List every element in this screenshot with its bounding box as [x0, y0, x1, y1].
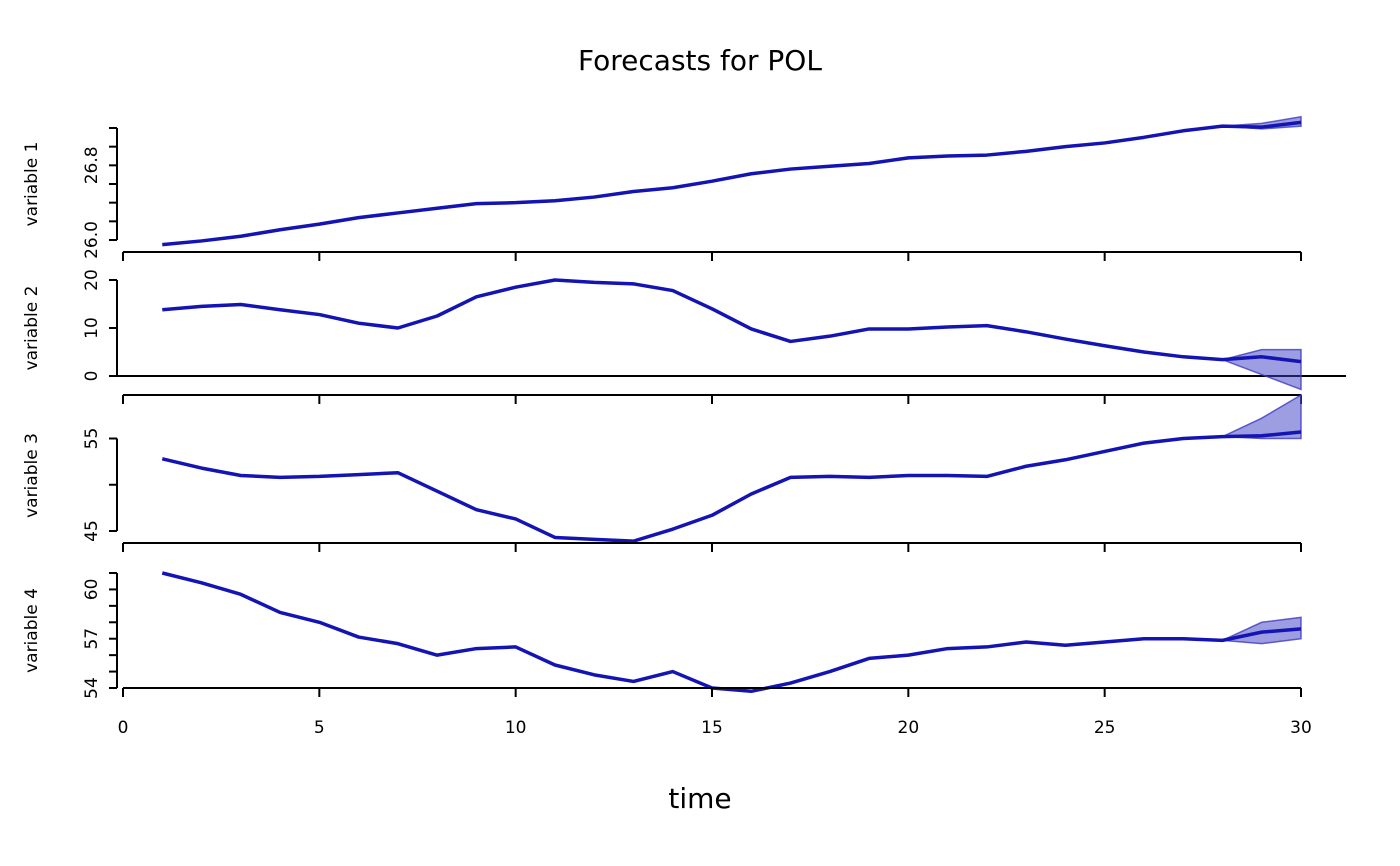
y-axis-title-1: variable 1 — [22, 142, 42, 227]
forecast-band-3 — [1222, 393, 1302, 440]
y-tick-label-1: 26.8 — [82, 146, 102, 184]
y-tick-label-4: 60 — [82, 579, 102, 601]
panel-1: variable 1 26.0 26.8 — [22, 115, 1302, 261]
x-tick-label: 20 — [898, 718, 920, 738]
y-axis-title-2: variable 2 — [22, 286, 42, 371]
y-tick-label-4: 57 — [82, 628, 102, 650]
y-axis-title-3: variable 3 — [22, 433, 42, 518]
y-tick-label-3: 55 — [82, 428, 102, 450]
x-axis-title: time — [668, 782, 731, 815]
chart-title: Forecasts for POL — [578, 44, 822, 77]
panel-4: variable 4 54 57 60 0 5 10 15 20 25 30 — [22, 571, 1312, 738]
y-tick-label-3: 45 — [82, 520, 102, 542]
series-line-1 — [162, 120, 1302, 247]
y-axis-title-4: variable 4 — [22, 588, 42, 673]
panel-3: variable 3 45 55 — [22, 393, 1302, 552]
y-tick-label-2: 20 — [82, 269, 102, 291]
series-line-3 — [161, 430, 1302, 543]
x-tick-label: 0 — [118, 718, 129, 738]
series-line-4 — [161, 571, 1302, 694]
panel-2: variable 2 0 10 20 — [22, 269, 1346, 404]
x-tick-label: 5 — [314, 718, 325, 738]
series-line-2 — [162, 278, 1302, 364]
y-tick-label-4: 54 — [82, 677, 102, 699]
y-tick-label-2: 10 — [82, 317, 102, 339]
y-tick-label-1: 26.0 — [82, 221, 102, 259]
x-tick-label: 30 — [1290, 718, 1312, 738]
x-tick-label: 15 — [701, 718, 723, 738]
x-tick-label: 10 — [505, 718, 527, 738]
x-tick-label: 25 — [1094, 718, 1116, 738]
y-tick-label-2: 0 — [82, 371, 102, 382]
